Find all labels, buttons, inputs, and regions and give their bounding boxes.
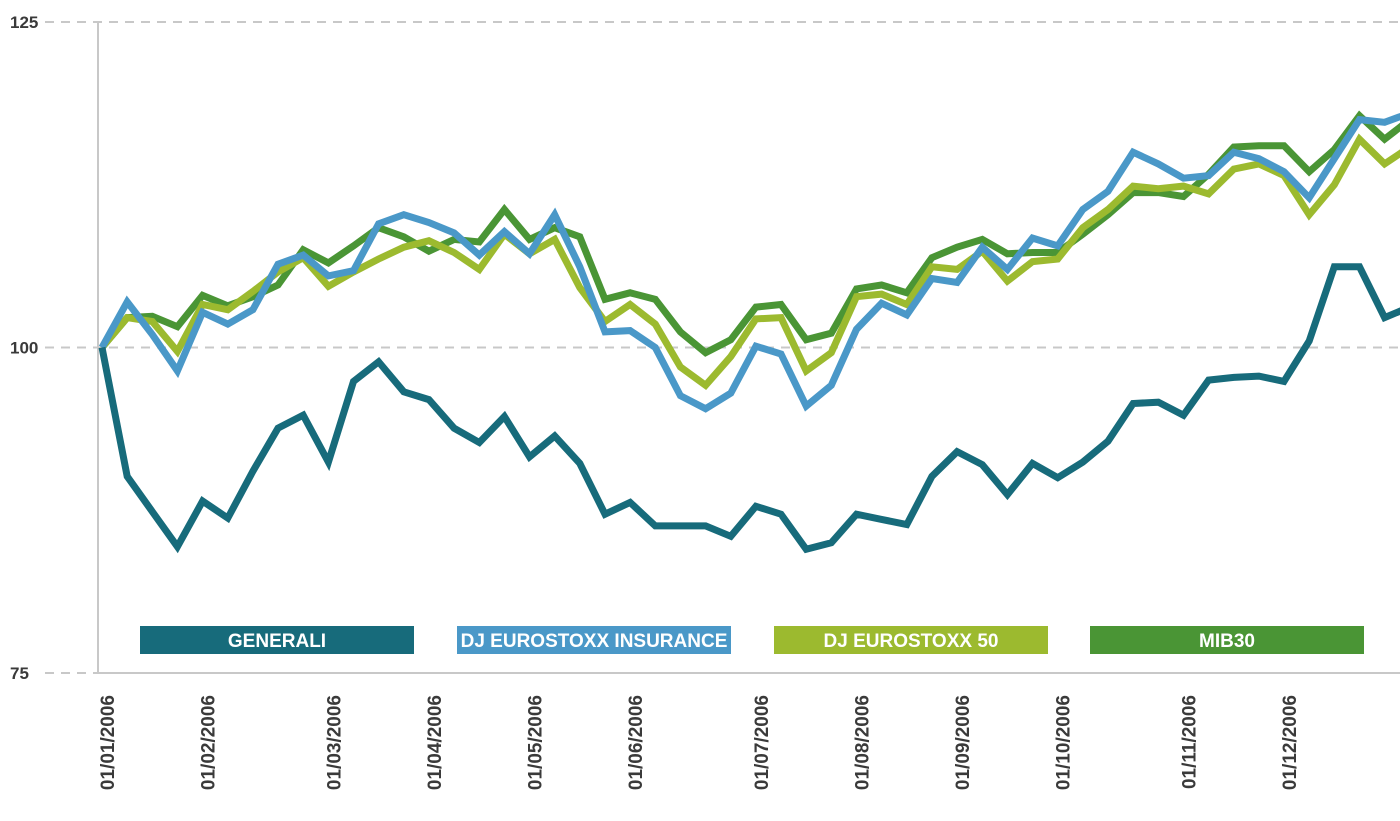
series-line (99, 133, 1400, 391)
legend-label: GENERALI (228, 631, 326, 652)
y-tick-label: 100 (10, 339, 38, 358)
legend-label: DJ EUROSTOXX INSURANCE (461, 631, 728, 652)
legend-swatch (140, 626, 414, 654)
series-line (98, 112, 1400, 413)
legend-label: DJ EUROSTOXX 50 (824, 631, 999, 652)
legend-item: DJ EUROSTOXX 50 (774, 626, 1048, 654)
x-tick-label: 01/04/2006 (425, 695, 446, 790)
series-line (98, 263, 1400, 554)
x-tick-label: 01/09/2006 (953, 695, 974, 790)
legend-item: GENERALI (140, 626, 414, 654)
x-tick-label: 01/02/2006 (199, 695, 220, 790)
x-tick-label: 01/10/2006 (1054, 695, 1075, 790)
x-tick-label: 01/08/2006 (853, 695, 874, 790)
x-tick-label: 01/11/2006 (1179, 695, 1200, 789)
x-tick-label: 01/07/2006 (752, 695, 773, 790)
legend-item: DJ EUROSTOXX INSURANCE (457, 626, 731, 654)
x-tick-label: 01/05/2006 (526, 695, 547, 790)
legend-item: MIB30 (1090, 626, 1364, 654)
y-tick-label: 125 (10, 13, 38, 32)
x-tick-label: 01/03/2006 (324, 695, 345, 790)
x-tick-label: 01/06/2006 (626, 695, 647, 790)
x-tick-label: 01/12/2006 (1280, 695, 1301, 790)
legend-swatch (774, 626, 1048, 654)
legend-label: MIB30 (1199, 631, 1255, 652)
x-tick-label: 01/01/2006 (98, 695, 119, 790)
series-line (99, 110, 1400, 357)
legend-swatch (457, 626, 731, 654)
legend-swatch (1090, 626, 1364, 654)
y-tick-label: 75 (10, 664, 29, 683)
plot (98, 110, 1400, 554)
